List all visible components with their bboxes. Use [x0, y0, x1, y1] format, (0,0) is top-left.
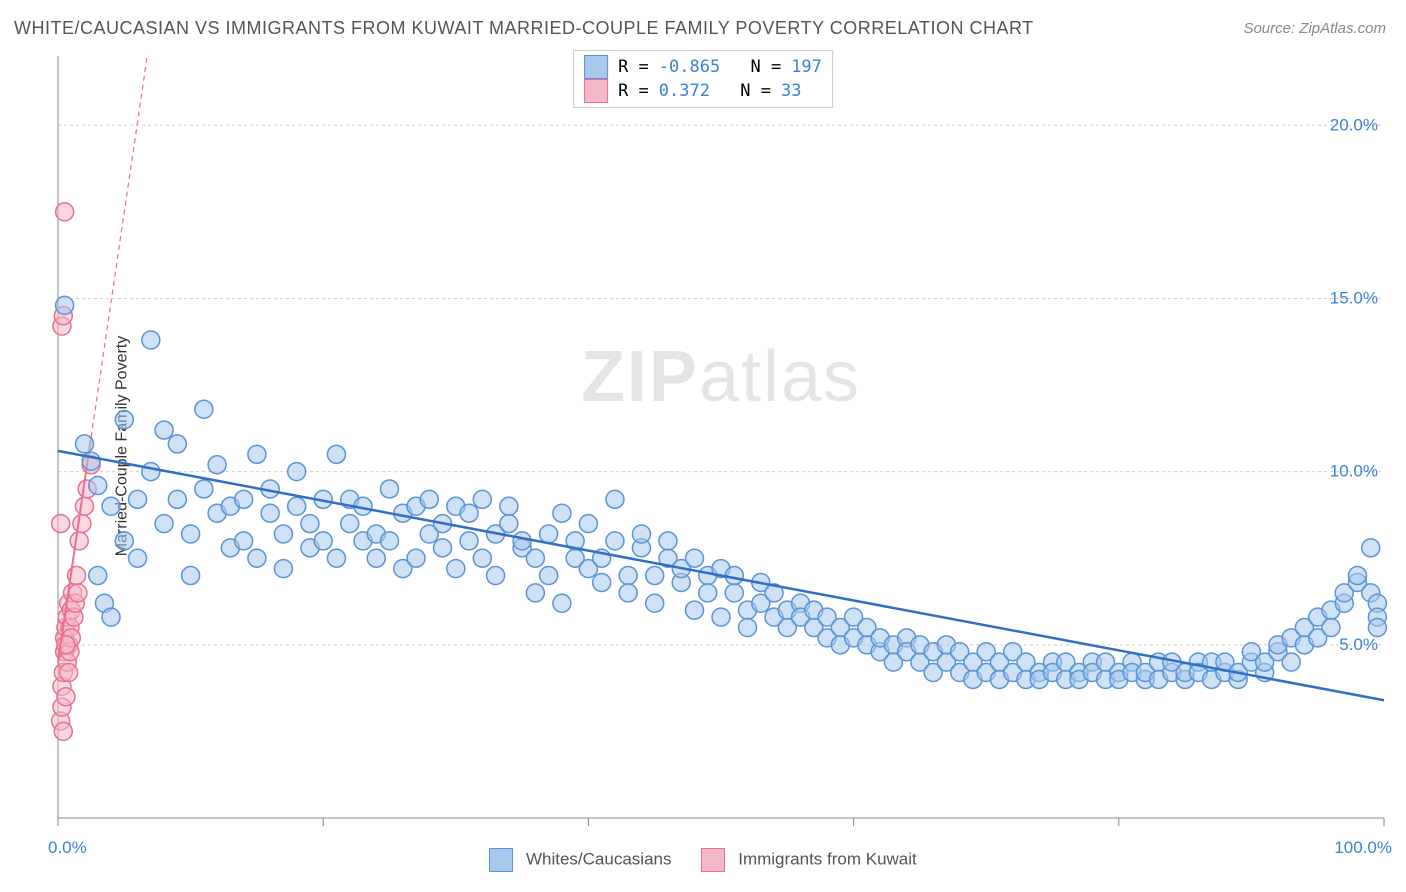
- r-value: -0.865: [659, 57, 720, 77]
- n-value: 197: [791, 57, 822, 77]
- n-label: N =: [740, 81, 771, 101]
- r-label: R =: [618, 81, 649, 101]
- r-label: R =: [618, 57, 649, 77]
- series-swatch: [584, 79, 608, 103]
- svg-text:15.0%: 15.0%: [1330, 288, 1378, 307]
- chart-container: 5.0%10.0%15.0%20.0% ZIPatlas: [50, 48, 1392, 832]
- correlation-stats-box: R = -0.865 N = 197 R = 0.372 N = 33: [573, 50, 833, 108]
- chart-title: WHITE/CAUCASIAN VS IMMIGRANTS FROM KUWAI…: [14, 18, 1034, 39]
- r-value: 0.372: [659, 81, 710, 101]
- svg-text:10.0%: 10.0%: [1330, 462, 1378, 481]
- legend-label: Immigrants from Kuwait: [738, 849, 917, 868]
- legend-item: Immigrants from Kuwait: [701, 848, 916, 872]
- n-label: N =: [750, 57, 781, 77]
- svg-text:20.0%: 20.0%: [1330, 115, 1378, 134]
- legend-swatch: [701, 848, 725, 872]
- source-attribution: Source: ZipAtlas.com: [1243, 20, 1386, 37]
- legend-swatch: [489, 848, 513, 872]
- legend-item: Whites/Caucasians: [489, 848, 671, 872]
- svg-text:5.0%: 5.0%: [1339, 635, 1378, 654]
- stats-row: R = 0.372 N = 33: [584, 79, 822, 103]
- legend-label: Whites/Caucasians: [526, 849, 672, 868]
- bottom-legend: Whites/Caucasians Immigrants from Kuwait: [0, 848, 1406, 872]
- series-swatch: [584, 55, 608, 79]
- n-value: 33: [781, 81, 801, 101]
- stats-row: R = -0.865 N = 197: [584, 55, 822, 79]
- scatter-chart: 5.0% 10.0% 15.0% 20.0%: [50, 48, 1392, 832]
